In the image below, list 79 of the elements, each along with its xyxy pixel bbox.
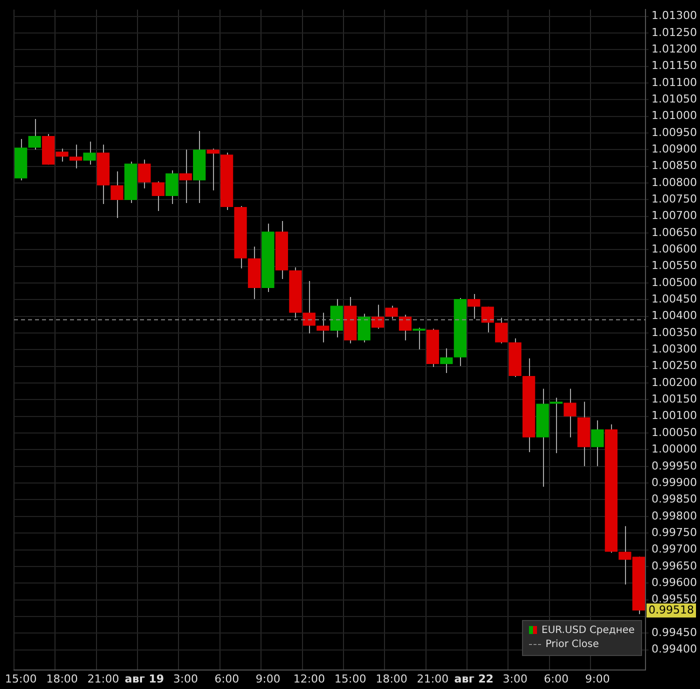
y-tick-label: 0.99850 <box>652 492 698 506</box>
x-tick-label: 21:00 <box>87 672 120 686</box>
y-tick-label: 1.00100 <box>652 409 698 422</box>
x-tick-label: 21:00 <box>416 672 449 686</box>
y-tick-label: 1.01300 <box>652 9 698 22</box>
candlestick <box>412 327 426 350</box>
candlestick <box>591 420 604 467</box>
candlestick <box>385 305 398 320</box>
y-tick-label: 1.00750 <box>652 192 698 206</box>
x-tick-label: 3:00 <box>173 672 198 686</box>
candlestick <box>358 313 370 343</box>
candlestick <box>110 170 124 218</box>
y-tick-label: 1.00400 <box>652 309 698 322</box>
y-tick-label: 1.01050 <box>652 92 698 106</box>
y-tick-label: 0.99800 <box>652 509 698 522</box>
x-tick-label: 6:00 <box>544 672 569 686</box>
y-tick-label: 1.00850 <box>652 159 698 172</box>
y-tick-label: 1.00300 <box>652 342 698 356</box>
x-tick-label: авг 22 <box>454 672 494 686</box>
y-tick-label: 0.99900 <box>652 476 698 489</box>
candlestick <box>83 141 96 166</box>
y-tick-label: 0.99600 <box>652 576 698 589</box>
y-tick-label: 1.00950 <box>652 126 698 139</box>
x-tick-label: 15:00 <box>334 672 366 686</box>
y-tick-label: 1.00800 <box>652 176 698 189</box>
x-tick-label: авг 19 <box>124 672 164 686</box>
candlestick <box>398 314 412 341</box>
y-tick-label: 1.00000 <box>652 442 698 456</box>
text: 0.99518 <box>648 603 694 616</box>
y-tick-label: 1.01250 <box>652 26 698 39</box>
y-tick-label: 1.00600 <box>652 242 698 256</box>
candlestick <box>371 304 384 330</box>
x-tick-label: 3:00 <box>502 672 528 686</box>
candlestick <box>468 294 480 320</box>
y-tick-label: 1.00500 <box>652 276 698 289</box>
x-tick-label: 15:00 <box>5 672 37 686</box>
y-tick-label: 1.00250 <box>652 359 698 372</box>
y-tick-label: 1.00900 <box>652 142 698 156</box>
y-tick-label: 1.01200 <box>652 42 698 56</box>
candlestick <box>206 148 220 191</box>
y-tick-label: 0.99550 <box>652 592 698 606</box>
candlestick <box>152 180 164 212</box>
legend-label: EUR.USD Среднее <box>540 624 635 638</box>
candlestick <box>179 149 192 204</box>
candlestick <box>302 280 316 334</box>
candlestick <box>564 388 576 438</box>
y-tick-label: 0.99650 <box>652 559 698 572</box>
y-tick-label: 1.00550 <box>652 259 698 272</box>
y-tick-label: 1.00700 <box>652 209 698 222</box>
y-tick-label: 1.01150 <box>652 59 698 72</box>
x-tick-label: 12:00 <box>293 672 326 686</box>
y-tick-label: 1.00650 <box>652 226 698 239</box>
y-tick-label: 1.00200 <box>652 376 698 389</box>
candlestick <box>481 306 494 333</box>
candlestick <box>440 348 453 374</box>
y-tick-label: 0.99400 <box>652 642 698 656</box>
y-tick-label: 1.01100 <box>652 76 698 89</box>
x-tick-label: 18:00 <box>376 672 408 686</box>
y-tick-label: 0.99750 <box>652 526 698 539</box>
candlestick <box>28 118 41 150</box>
candlestick <box>495 317 508 344</box>
y-tick-label: 1.00150 <box>652 392 698 406</box>
x-tick-label: 18:00 <box>46 672 78 686</box>
y-tick-label: 1.00350 <box>652 326 698 339</box>
y-tick-label: 0.99700 <box>652 542 698 556</box>
y-tick-label: 0.99950 <box>652 459 698 472</box>
x-tick-label: 9:00 <box>585 672 610 686</box>
y-tick-label: 0.99450 <box>652 626 698 639</box>
x-tick-label: 6:00 <box>214 672 240 686</box>
x-tick-label: 9:00 <box>256 672 280 686</box>
y-tick-label: 1.00050 <box>652 426 698 439</box>
candlestick <box>316 312 330 343</box>
legend-label: Prior Close <box>544 638 600 652</box>
candlestick <box>166 170 178 204</box>
y-tick-label: 1.00450 <box>652 292 698 306</box>
candlestick <box>550 397 563 454</box>
y-tick-label: 1.01000 <box>652 109 698 122</box>
candlestick <box>69 144 82 169</box>
candlestick <box>138 159 151 189</box>
